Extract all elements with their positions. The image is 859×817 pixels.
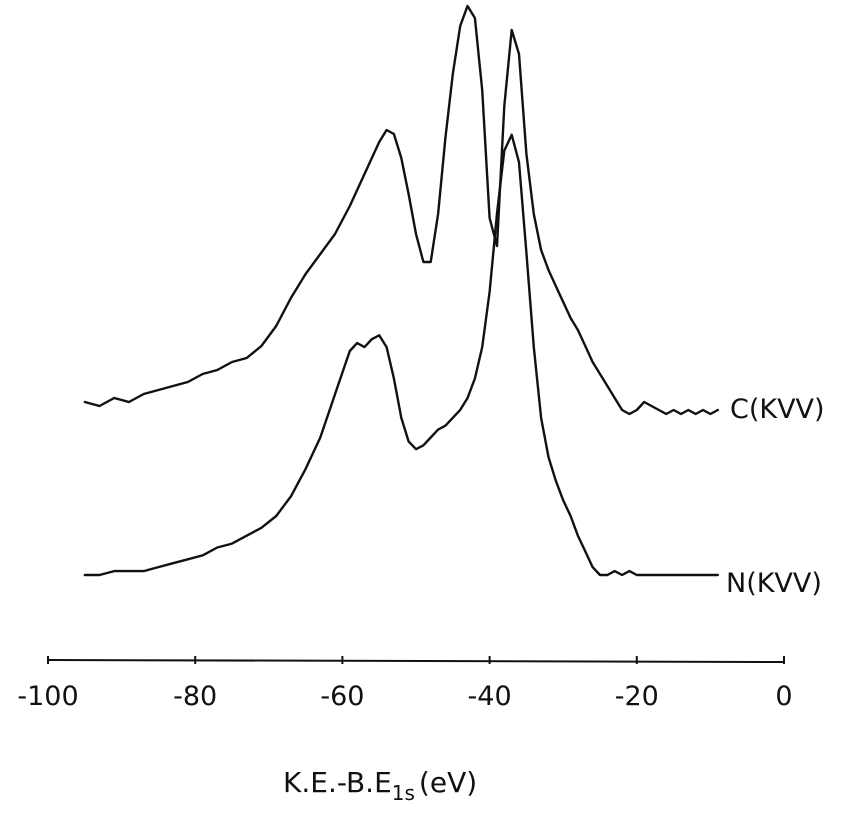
series-label-n-kvv: N(KVV) (726, 568, 822, 599)
x-axis-title-unit: (eV) (419, 766, 477, 799)
x-axis-ticks: -100 -80 -60 -40 -20 0 (17, 656, 793, 712)
x-axis-title-main: K.E.-B.E (283, 766, 392, 799)
series-line-n-kvv (83, 133, 719, 577)
x-tick-label: -60 (320, 681, 364, 712)
x-tick-label: -80 (173, 681, 217, 712)
series-line-c-kvv (83, 4, 719, 416)
x-tick-label: -20 (615, 681, 659, 712)
x-tick-label: -100 (17, 681, 78, 712)
x-tick-label: -40 (468, 681, 512, 712)
x-tick-label: 0 (775, 681, 792, 712)
x-axis-line (47, 659, 785, 663)
x-axis-title: K.E.-B.E1s (eV) (283, 766, 477, 805)
series-labels: C(KVV) N(KVV) (726, 394, 825, 599)
series-curves (83, 4, 719, 577)
x-axis-title-subscript: 1s (392, 781, 415, 805)
series-label-c-kvv: C(KVV) (730, 394, 825, 425)
x-axis: -100 -80 -60 -40 -20 0 (17, 656, 793, 712)
